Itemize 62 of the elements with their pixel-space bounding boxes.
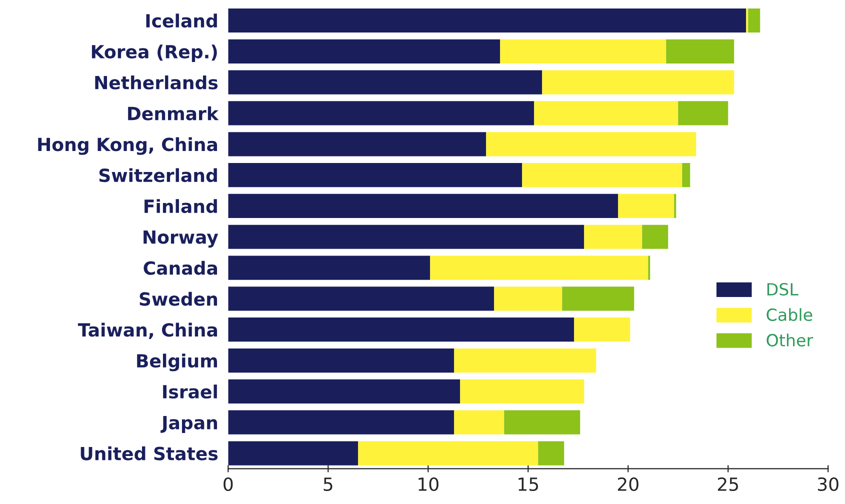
- bar: [358, 441, 538, 466]
- y-tick-label: Israel: [163, 384, 217, 399]
- bar: [228, 101, 534, 126]
- bar: [494, 286, 562, 311]
- y-tick-label: Denmark: [128, 106, 219, 120]
- bar: [228, 318, 574, 342]
- bar: [228, 410, 454, 434]
- bar: [562, 286, 634, 311]
- bar: [228, 348, 454, 373]
- bar: [538, 441, 564, 466]
- y-tick-label: Hong Kong, China: [38, 137, 218, 155]
- bar: [430, 256, 648, 280]
- bar: [534, 101, 678, 126]
- x-tick-label: 25: [718, 477, 738, 492]
- bar: [228, 8, 746, 33]
- x-tick-label: 30: [818, 477, 838, 492]
- y-tick-label: Iceland: [146, 14, 217, 28]
- x-tick-label: 5: [324, 478, 332, 492]
- bar: [678, 101, 728, 126]
- bar: [542, 70, 734, 94]
- bar: [522, 163, 682, 188]
- bar: [748, 8, 760, 33]
- x-tick-label: 0: [224, 477, 233, 492]
- x-tick-label: 10: [418, 477, 438, 492]
- y-tick-label: Sweden: [140, 292, 218, 306]
- bar: [642, 224, 668, 249]
- bar: [228, 70, 542, 94]
- legend-label: Cable: [766, 308, 812, 322]
- bar: [682, 163, 690, 188]
- legend-label: DSL: [767, 282, 798, 296]
- bar: [228, 163, 522, 188]
- y-tick-label: Belgium: [137, 354, 217, 372]
- bar: [618, 194, 674, 218]
- bar: [228, 194, 618, 218]
- bar: [228, 286, 494, 311]
- y-tick-label: United States: [80, 446, 218, 460]
- bar: [228, 132, 486, 156]
- y-tick-label: Taiwan, China: [78, 322, 218, 340]
- x-tick-label: 20: [618, 477, 638, 492]
- bar: [486, 132, 696, 156]
- y-tick-label: Finland: [144, 199, 217, 214]
- bar: [574, 318, 630, 342]
- bar: [454, 348, 596, 373]
- bar: [228, 441, 358, 466]
- bar: [504, 410, 580, 434]
- bar: [454, 410, 504, 434]
- y-tick-label: Japan: [160, 416, 218, 433]
- y-tick-label: Canada: [144, 260, 218, 275]
- y-tick-label: Korea (Rep.): [92, 44, 217, 62]
- bar: [584, 224, 642, 249]
- bar: [460, 379, 584, 404]
- bar: [228, 256, 430, 280]
- y-tick-label: Norway: [144, 230, 218, 248]
- bar: [228, 224, 584, 249]
- bar: [228, 39, 500, 64]
- bar: [500, 39, 666, 64]
- legend-label: Other: [766, 334, 814, 347]
- bar: [666, 39, 734, 64]
- x-tick-label: 15: [518, 478, 538, 492]
- y-tick-label: Netherlands: [95, 75, 218, 90]
- bar: [228, 379, 460, 404]
- y-tick-label: Switzerland: [99, 168, 217, 182]
